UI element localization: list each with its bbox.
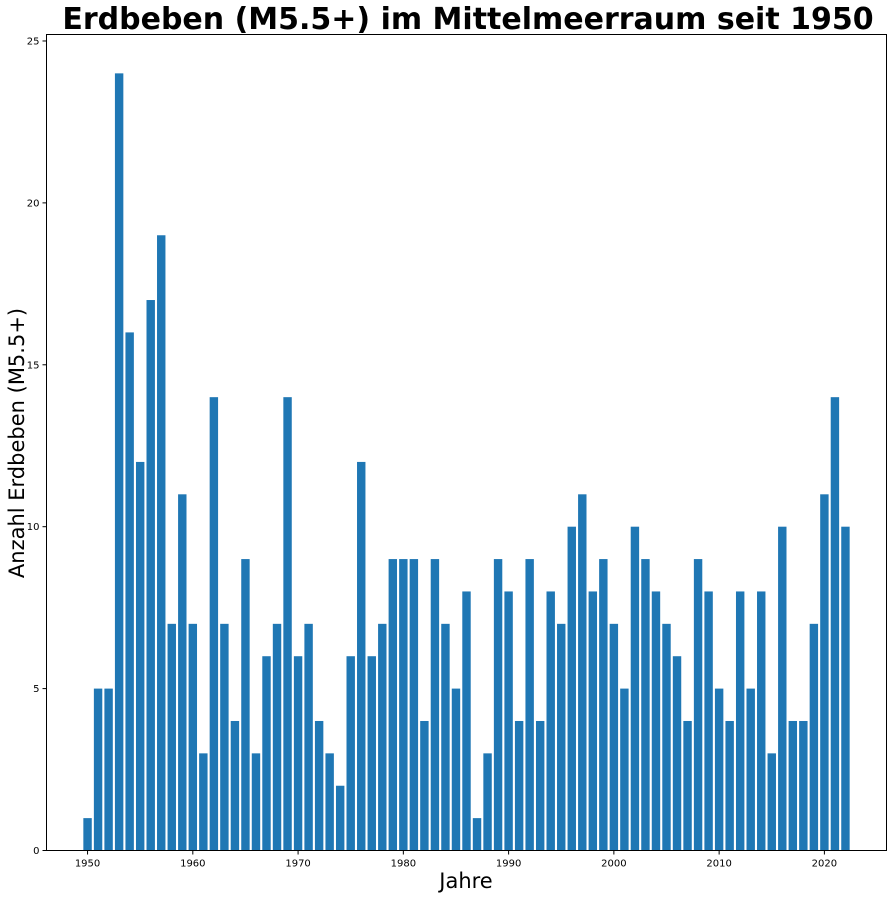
plot-frame bbox=[46, 34, 887, 851]
bar-1993 bbox=[535, 720, 545, 851]
x-tick-label: 2010 bbox=[706, 859, 731, 870]
x-tick-label: 1950 bbox=[75, 859, 100, 870]
bar-1989 bbox=[493, 559, 503, 851]
bar-1971 bbox=[304, 623, 313, 851]
bar-2011 bbox=[725, 720, 734, 851]
bar-1955 bbox=[135, 461, 145, 851]
bar-2010 bbox=[714, 688, 724, 851]
bar-2015 bbox=[767, 753, 776, 851]
bar-1970 bbox=[293, 656, 303, 851]
bar-2009 bbox=[704, 591, 713, 851]
bar-1994 bbox=[546, 591, 555, 851]
bar-2016 bbox=[778, 526, 787, 851]
bar-2014 bbox=[757, 591, 766, 851]
y-tick-label: 20 bbox=[27, 198, 40, 209]
bar-1954 bbox=[125, 332, 134, 851]
bar-1969 bbox=[283, 397, 292, 851]
x-tick-label: 2000 bbox=[601, 859, 626, 870]
bar-1999 bbox=[599, 559, 608, 851]
bar-1986 bbox=[462, 591, 471, 851]
y-axis-ticks: 0 5 10 15 20 25 bbox=[27, 36, 47, 857]
x-tick-label: 1990 bbox=[496, 859, 521, 870]
bar-2004 bbox=[651, 591, 661, 851]
bar-1988 bbox=[483, 753, 492, 851]
bar-1973 bbox=[325, 753, 334, 851]
bar-1992 bbox=[525, 559, 534, 851]
y-tick-label: 10 bbox=[27, 522, 40, 533]
bar-2000 bbox=[609, 623, 619, 851]
bar-1979 bbox=[388, 559, 398, 851]
bar-1962 bbox=[209, 397, 219, 851]
x-tick-label: 1970 bbox=[285, 859, 310, 870]
bar-1987 bbox=[472, 818, 482, 851]
bar-1960 bbox=[188, 623, 198, 851]
y-axis-label: Anzahl Erdbeben (M5.5+) bbox=[5, 308, 29, 578]
bar-1982 bbox=[420, 720, 429, 851]
bar-2003 bbox=[641, 559, 650, 851]
bar-2019 bbox=[809, 623, 819, 851]
bar-1966 bbox=[251, 753, 261, 851]
y-tick-label: 15 bbox=[27, 360, 40, 371]
bar-1959 bbox=[178, 494, 187, 851]
bar-2008 bbox=[693, 559, 703, 851]
bar-1965 bbox=[241, 559, 250, 851]
bar-1951 bbox=[93, 688, 103, 851]
bar-2020 bbox=[820, 494, 829, 851]
bar-2017 bbox=[788, 720, 798, 851]
bar-1990 bbox=[504, 591, 513, 851]
bar-1963 bbox=[220, 623, 229, 851]
bar-1976 bbox=[357, 461, 366, 851]
bar-2012 bbox=[735, 591, 745, 851]
bar-series bbox=[83, 73, 850, 851]
bar-1972 bbox=[314, 720, 324, 851]
bar-1983 bbox=[430, 559, 440, 851]
bar-2013 bbox=[746, 688, 755, 851]
bar-1978 bbox=[378, 623, 387, 851]
bar-2018 bbox=[799, 720, 808, 851]
bar-1980 bbox=[399, 559, 408, 851]
bar-1958 bbox=[167, 623, 176, 851]
x-axis-label: Jahre bbox=[437, 869, 492, 893]
bar-1957 bbox=[157, 235, 166, 851]
y-tick-label: 0 bbox=[33, 846, 39, 857]
bar-1967 bbox=[262, 656, 271, 851]
y-tick-label: 5 bbox=[33, 684, 39, 695]
bar-1952 bbox=[104, 688, 113, 851]
x-tick-label: 1960 bbox=[180, 859, 205, 870]
bar-1998 bbox=[588, 591, 598, 851]
bar-1984 bbox=[441, 623, 450, 851]
bar-1975 bbox=[346, 656, 355, 851]
bar-1974 bbox=[335, 785, 345, 851]
bar-1964 bbox=[230, 720, 240, 851]
bar-1997 bbox=[578, 494, 587, 851]
x-tick-label: 2020 bbox=[812, 859, 837, 870]
bar-2022 bbox=[841, 526, 850, 851]
y-tick-label: 25 bbox=[27, 36, 40, 47]
bar-2002 bbox=[630, 526, 640, 851]
bar-1956 bbox=[146, 300, 155, 851]
bar-1996 bbox=[567, 526, 576, 851]
bar-2021 bbox=[830, 397, 840, 851]
bar-1950 bbox=[83, 818, 92, 851]
bar-1981 bbox=[409, 559, 419, 851]
chart-title: Erdbeben (M5.5+) im Mittelmeerraum seit … bbox=[62, 2, 873, 37]
bar-1977 bbox=[367, 656, 376, 851]
x-axis-ticks: 1950 1960 1970 1980 1990 2000 2010 2020 bbox=[75, 850, 837, 870]
bar-1991 bbox=[514, 720, 524, 851]
bar-1968 bbox=[272, 623, 282, 851]
bar-1995 bbox=[557, 623, 566, 851]
x-tick-label: 1980 bbox=[391, 859, 416, 870]
bar-2005 bbox=[662, 623, 671, 851]
bar-2007 bbox=[683, 720, 692, 851]
bar-1961 bbox=[199, 753, 208, 851]
bar-1953 bbox=[114, 73, 124, 851]
bar-2006 bbox=[672, 656, 682, 851]
bar-1985 bbox=[451, 688, 461, 851]
bar-2001 bbox=[620, 688, 629, 851]
